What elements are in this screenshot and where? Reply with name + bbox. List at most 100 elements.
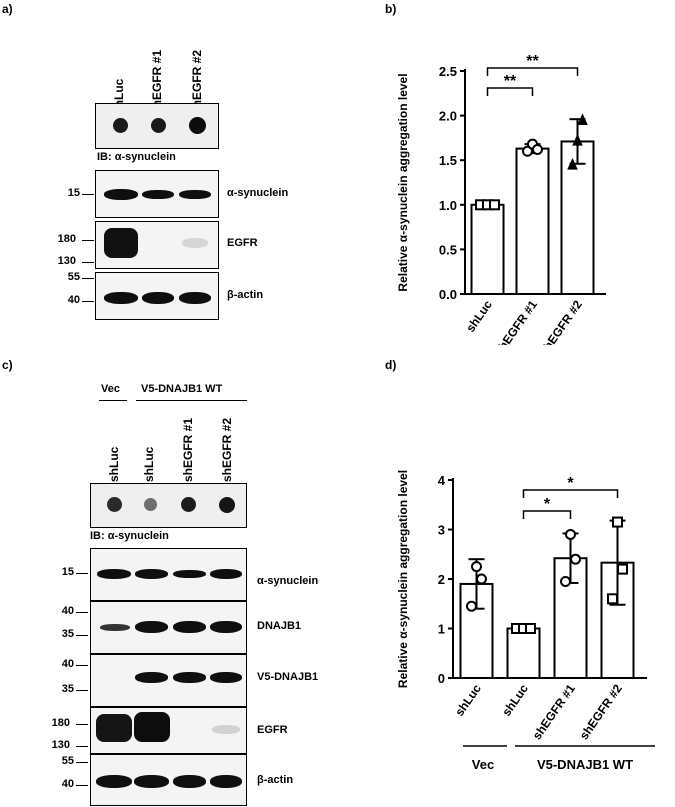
dot-blot (90, 483, 247, 528)
data-point (567, 157, 578, 170)
mw-tick (76, 785, 88, 786)
dot-blot-caption: IB: α-synuclein (97, 151, 176, 163)
blot-dot (181, 497, 196, 512)
western-blot-v5-dnajb1 (90, 654, 247, 707)
data-point (489, 199, 500, 211)
blot-band (135, 672, 168, 683)
mw-tick (76, 635, 88, 636)
y-tick-label: 0 (438, 671, 445, 686)
blot-band (179, 292, 211, 304)
blot-dot (189, 117, 206, 134)
mw-marker: 15 (61, 566, 74, 578)
blot-band (210, 672, 242, 683)
blot-band (135, 569, 168, 579)
blot-band (134, 712, 170, 742)
data-point (466, 600, 477, 612)
mw-tick (76, 762, 88, 763)
y-tick-label: 3 (438, 523, 445, 538)
y-tick-label: 1 (438, 622, 445, 637)
blot-band (179, 190, 211, 199)
y-tick-label: 2 (438, 572, 445, 587)
y-tick-label: 1.0 (439, 198, 457, 213)
bar (470, 203, 505, 295)
significance-bracket (486, 67, 579, 76)
blot-band (96, 775, 132, 788)
mw-marker: 35 (61, 683, 74, 695)
mw-marker: 40 (61, 778, 74, 790)
blot-band (104, 292, 138, 304)
mw-tick (82, 278, 94, 279)
data-point (577, 113, 588, 126)
blot-label: EGFR (257, 724, 288, 736)
blot-band (173, 570, 206, 578)
mw-marker: 55 (67, 271, 80, 283)
bar (515, 147, 550, 295)
data-point (560, 575, 571, 587)
significance-label: ** (526, 53, 539, 70)
dot-blot (95, 103, 219, 149)
significance-label: * (567, 475, 574, 492)
group-label-vec: Vec (472, 757, 494, 772)
blot-band (104, 189, 138, 200)
group-line-v5 (136, 400, 247, 401)
mw-marker: 40 (61, 658, 74, 670)
blot-band (182, 238, 208, 248)
x-tick-label: shEGFR #2 (537, 297, 585, 345)
x-tick-label: shLuc (452, 681, 484, 718)
mw-marker: 130 (51, 739, 70, 751)
western-blot-egfr (95, 221, 219, 269)
blot-label: DNAJB1 (257, 620, 302, 632)
panel-c-lane-label: shLuc (142, 446, 156, 482)
panel-a-letter: a) (2, 2, 13, 16)
blot-band (210, 569, 242, 579)
group-label-v5: V5-DNAJB1 WT (141, 383, 223, 395)
mw-marker: 180 (51, 717, 70, 729)
data-point (476, 573, 487, 585)
blot-band (173, 621, 206, 633)
y-tick-label: 2.0 (439, 109, 457, 124)
western-blot-alpha-synuclein (95, 170, 219, 218)
mw-tick (76, 746, 88, 747)
group-label-v5: V5-DNAJB1 WT (537, 757, 633, 772)
significance-label: * (544, 496, 551, 513)
y-tick-label: 4 (438, 473, 446, 488)
mw-marker: 130 (57, 255, 76, 267)
x-tick-label: shEGFR #2 (577, 681, 625, 742)
blot-dot (219, 497, 235, 513)
mw-marker: 180 (57, 233, 76, 245)
y-tick-label: 1.5 (439, 153, 457, 168)
blot-label: V5-DNAJB1 (257, 671, 319, 683)
mw-tick (76, 665, 88, 666)
western-blot-beta-actin (90, 754, 247, 806)
blot-dot (151, 118, 166, 133)
y-tick-label: 0.5 (439, 242, 457, 257)
y-tick-label: 0.0 (439, 287, 457, 302)
significance-bracket (486, 87, 534, 96)
mw-tick (76, 724, 88, 725)
significance-bracket (522, 510, 572, 519)
bar (506, 627, 541, 679)
blot-band (212, 725, 240, 734)
panel-c-lane-label: shEGFR #1 (181, 417, 195, 482)
blot-band (142, 190, 174, 199)
blot-band (96, 714, 132, 742)
blot-label: β-actin (257, 774, 294, 786)
blot-label: α-synuclein (227, 187, 289, 199)
blot-band (135, 621, 168, 633)
panel-b-letter: b) (385, 2, 397, 16)
western-blot-egfr (90, 707, 247, 754)
data-point (565, 528, 576, 540)
data-point (532, 143, 543, 155)
mw-marker: 40 (61, 605, 74, 617)
blot-band (173, 672, 206, 683)
significance-bracket (522, 489, 619, 498)
blot-dot (144, 498, 157, 511)
panel-c-lane-label: shEGFR #2 (220, 417, 234, 482)
dot-blot-caption: IB: α-synuclein (90, 530, 169, 542)
mw-marker: 55 (61, 755, 74, 767)
group-line-vec (99, 400, 127, 401)
panel-d-letter: d) (385, 358, 397, 372)
data-point (471, 561, 482, 573)
mw-tick (82, 301, 94, 302)
x-tick-label: shLuc (499, 681, 531, 718)
